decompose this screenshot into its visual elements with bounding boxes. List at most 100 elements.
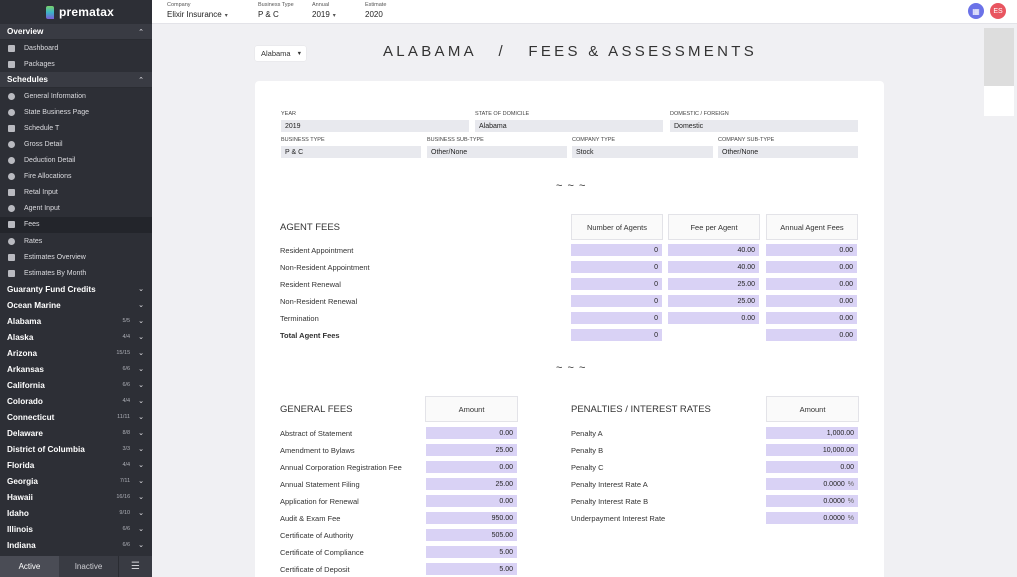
agent-fee-value[interactable]: 0 — [571, 261, 662, 273]
penalty-value[interactable]: 10,000.00 — [766, 444, 858, 456]
sidebar-group-ocean-marine[interactable]: Ocean Marine ⌄ — [0, 297, 152, 314]
sidebar-group-guaranty-fund-credits[interactable]: Guaranty Fund Credits ⌄ — [0, 281, 152, 298]
sidebar-item-retal-input[interactable]: Retal Input — [0, 185, 152, 201]
sidebar-state-item[interactable]: District of Columbia 3/3 ⌄ — [0, 441, 152, 458]
sidebar-item-dashboard[interactable]: Dashboard — [0, 40, 152, 56]
general-fee-value[interactable]: 0.00 — [426, 427, 517, 439]
general-fee-value[interactable]: 25.00 — [426, 444, 517, 456]
tab-inactive[interactable]: Inactive — [74, 562, 103, 571]
percent-sign: % — [847, 514, 854, 522]
sidebar-state-item[interactable]: Arizona 15/15 ⌄ — [0, 345, 152, 362]
general-fee-row-label: Annual Statement Filing — [280, 480, 360, 489]
agent-fee-value[interactable]: 0.00 — [668, 312, 759, 324]
sidebar-item-fees[interactable]: Fees — [0, 216, 152, 234]
sidebar-state-item[interactable]: Georgia 7/11 ⌄ — [0, 473, 152, 490]
sidebar-item-rates[interactable]: Rates — [0, 233, 152, 249]
filter-settings-icon[interactable]: ☰ — [118, 556, 152, 577]
agent-fee-value[interactable]: 0.00 — [766, 261, 857, 273]
sidebar-item-state-business-page[interactable]: State Business Page — [0, 104, 152, 120]
sidebar-state-item[interactable]: Colorado 4/4 ⌄ — [0, 393, 152, 410]
agent-fee-value[interactable]: 0.00 — [766, 278, 857, 290]
general-fee-value[interactable]: 5.00 — [426, 563, 517, 575]
sidebar-state-item[interactable]: Alabama 5/5 ⌄ — [0, 313, 152, 330]
field-label-domicile: STATE OF DOMICILE — [475, 111, 530, 117]
sidebar-item-gross-detail[interactable]: Gross Detail — [0, 136, 152, 152]
field-btype[interactable]: P & C — [281, 146, 421, 158]
agent-fee-value[interactable]: 40.00 — [668, 261, 759, 273]
state-count: 4/4 — [122, 334, 131, 341]
agent-fee-value[interactable]: 0.00 — [766, 312, 857, 324]
sidebar-section-overview[interactable]: Overview ⌃ — [0, 24, 152, 40]
sidebar-state-item[interactable]: Alaska 4/4 ⌄ — [0, 329, 152, 346]
sidebar-section-schedules[interactable]: Schedules ⌃ — [0, 72, 152, 89]
sidebar-state-item[interactable]: Florida 4/4 ⌄ — [0, 457, 152, 474]
scrollbar-thumb[interactable] — [984, 28, 1014, 86]
state-count: 9/10 — [119, 510, 131, 517]
sidebar-item-label: Schedule T — [24, 124, 60, 132]
sidebar-item-label: Estimates By Month — [24, 269, 87, 277]
general-fee-value[interactable]: 0.00 — [426, 495, 517, 507]
state-name: Delaware — [7, 428, 43, 438]
general-fee-value[interactable]: 25.00 — [426, 478, 517, 490]
sidebar-state-item[interactable]: Delaware 8/8 ⌄ — [0, 425, 152, 442]
user-avatar[interactable]: ES — [990, 3, 1006, 19]
separator-tilde: ~ ~ ~ — [556, 180, 587, 192]
general-fee-value[interactable]: 0.00 — [426, 461, 517, 473]
logo[interactable]: prematax — [0, 0, 152, 24]
penalty-value[interactable]: 1,000.00 — [766, 427, 858, 439]
penalty-amount: 0.0000 — [823, 497, 845, 505]
penalty-value[interactable]: 0.0000% — [766, 512, 858, 524]
sidebar-state-item[interactable]: Connecticut 11/11 ⌄ — [0, 409, 152, 426]
sidebar-state-item[interactable]: Hawaii 16/16 ⌄ — [0, 489, 152, 506]
sidebar-item-general-information[interactable]: General Information — [0, 88, 152, 104]
chevron-up-icon: ⌃ — [138, 28, 144, 36]
field-domicile[interactable]: Alabama — [475, 120, 663, 132]
sidebar-item-fire-allocations[interactable]: Fire Allocations — [0, 169, 152, 185]
sidebar-item-estimates-by-month[interactable]: Estimates By Month — [0, 265, 152, 281]
general-fee-value[interactable]: 950.00 — [426, 512, 517, 524]
agent-fee-value[interactable]: 25.00 — [668, 278, 759, 290]
sidebar-item-deduction-detail[interactable]: Deduction Detail — [0, 153, 152, 169]
sidebar-item-estimates-overview[interactable]: Estimates Overview — [0, 249, 152, 265]
sidebar-state-item[interactable]: Indiana 6/6 ⌄ — [0, 537, 152, 554]
percent-sign: % — [847, 497, 854, 505]
agent-fee-row-label: Non-Resident Renewal — [280, 297, 358, 306]
penalty-value[interactable]: 0.0000% — [766, 478, 858, 490]
sidebar-state-item[interactable]: Illinois 6/6 ⌄ — [0, 521, 152, 538]
sidebar-state-item[interactable]: Idaho 9/10 ⌄ — [0, 505, 152, 522]
topbar-field-company[interactable]: Company Elixir Insurance ▾ — [167, 2, 228, 19]
sidebar-item-packages[interactable]: Packages — [0, 56, 152, 72]
field-bsub[interactable]: Other/None — [427, 146, 567, 158]
money-icon — [8, 141, 15, 149]
field-csub[interactable]: Other/None — [718, 146, 858, 158]
agent-fee-value[interactable]: 0 — [571, 278, 662, 290]
user-icon — [8, 205, 15, 213]
field-year[interactable]: 2019 — [281, 120, 469, 132]
apps-icon[interactable]: ▦ — [968, 3, 984, 19]
sidebar-item-schedule-t[interactable]: Schedule T — [0, 120, 152, 136]
agent-fee-value[interactable]: 0 — [571, 244, 662, 256]
chevron-down-icon: ⌄ — [138, 350, 144, 358]
state-select[interactable]: Alabama ▼ — [255, 46, 306, 61]
penalty-value[interactable]: 0.00 — [766, 461, 858, 473]
topbar-field-label: Business Type — [258, 2, 294, 8]
agent-fee-value[interactable]: 0.00 — [766, 295, 857, 307]
penalty-value[interactable]: 0.0000% — [766, 495, 858, 507]
tab-active[interactable]: Active — [0, 556, 59, 577]
sidebar-state-item[interactable]: Arkansas 6/6 ⌄ — [0, 361, 152, 378]
agent-fee-value[interactable]: 40.00 — [668, 244, 759, 256]
sidebar-state-item[interactable]: California 6/6 ⌄ — [0, 377, 152, 394]
general-fee-value[interactable]: 505.00 — [426, 529, 517, 541]
topbar-field-label: Company — [167, 2, 191, 8]
calendar-icon — [8, 269, 15, 277]
field-domestic[interactable]: Domestic — [670, 120, 858, 132]
agent-fee-value[interactable]: 0.00 — [766, 244, 857, 256]
agent-fee-value[interactable]: 0 — [571, 312, 662, 324]
general-fee-value[interactable]: 5.00 — [426, 546, 517, 558]
field-ctype[interactable]: Stock — [572, 146, 713, 158]
topbar-field-value: 2019 ▾ — [312, 10, 336, 19]
agent-fee-value[interactable]: 25.00 — [668, 295, 759, 307]
topbar-field-annual[interactable]: Annual 2019 ▾ — [312, 2, 336, 19]
agent-fee-value[interactable]: 0 — [571, 295, 662, 307]
sidebar-item-agent-input[interactable]: Agent Input — [0, 201, 152, 217]
